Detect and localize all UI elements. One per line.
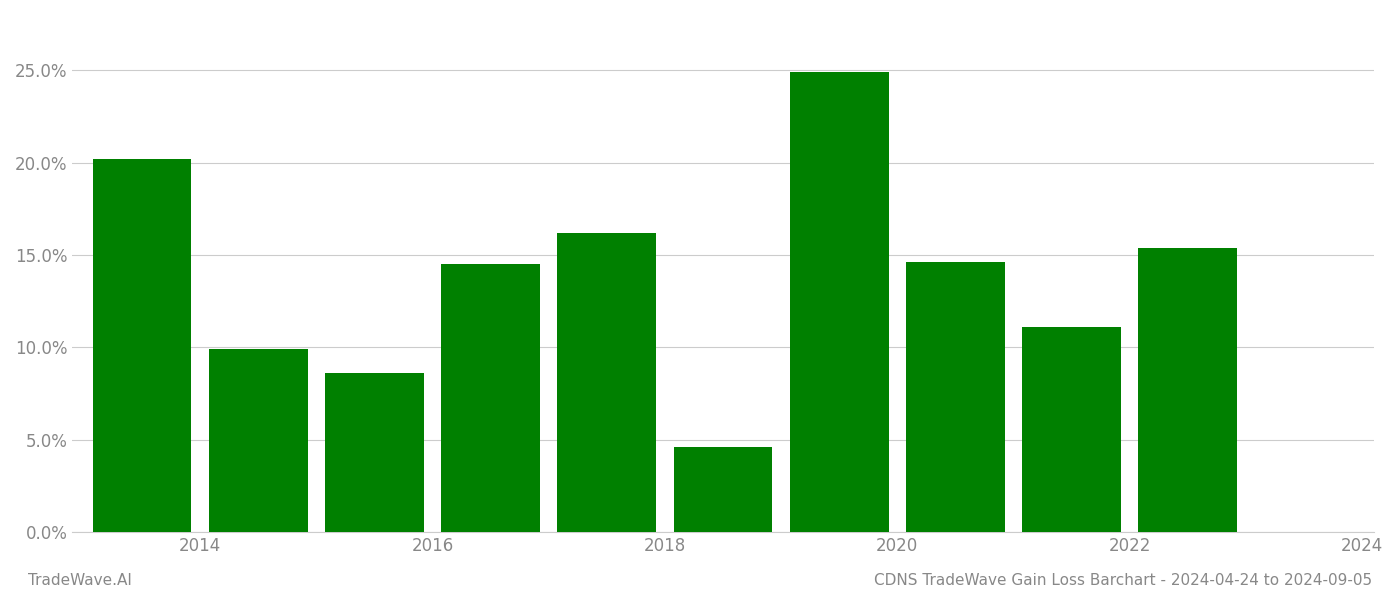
Text: CDNS TradeWave Gain Loss Barchart - 2024-04-24 to 2024-09-05: CDNS TradeWave Gain Loss Barchart - 2024… [874,573,1372,588]
Bar [1022,327,1121,532]
Bar [325,373,424,532]
Bar [790,72,889,532]
Bar [209,349,308,532]
Bar [1138,248,1238,532]
Bar [557,233,657,532]
Text: TradeWave.AI: TradeWave.AI [28,573,132,588]
Bar [441,265,540,532]
Bar [906,262,1005,532]
Bar [92,159,192,532]
Bar [673,447,773,532]
